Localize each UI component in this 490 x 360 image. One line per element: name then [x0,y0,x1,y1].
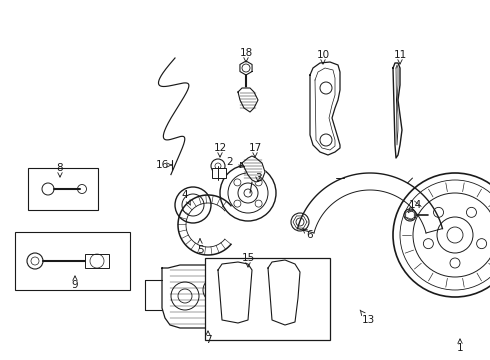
Polygon shape [218,262,252,323]
Text: 18: 18 [240,48,253,62]
Text: 6: 6 [303,229,313,240]
Text: 5: 5 [196,239,203,255]
Text: 1: 1 [457,339,464,353]
Text: 11: 11 [393,50,407,64]
Bar [15,232,130,290]
Text: 13: 13 [360,310,375,325]
Text: 9: 9 [72,276,78,290]
Polygon shape [238,88,258,112]
Text: 4: 4 [182,190,191,205]
Text: 3: 3 [255,173,261,183]
Polygon shape [242,156,265,182]
Polygon shape [393,63,402,158]
Polygon shape [268,260,300,325]
Text: 2: 2 [227,157,245,167]
Text: 16: 16 [155,160,172,170]
Polygon shape [162,265,238,328]
Text: 15: 15 [242,253,255,267]
Bar [85,254,109,268]
Bar [205,258,330,340]
Polygon shape [310,62,340,155]
Text: 10: 10 [317,50,330,64]
Text: 17: 17 [248,143,262,157]
Text: 14: 14 [408,200,421,213]
Text: 12: 12 [213,143,227,157]
Text: 8: 8 [57,163,63,177]
Bar [212,168,226,178]
Text: 7: 7 [205,331,211,345]
Bar [28,168,98,210]
